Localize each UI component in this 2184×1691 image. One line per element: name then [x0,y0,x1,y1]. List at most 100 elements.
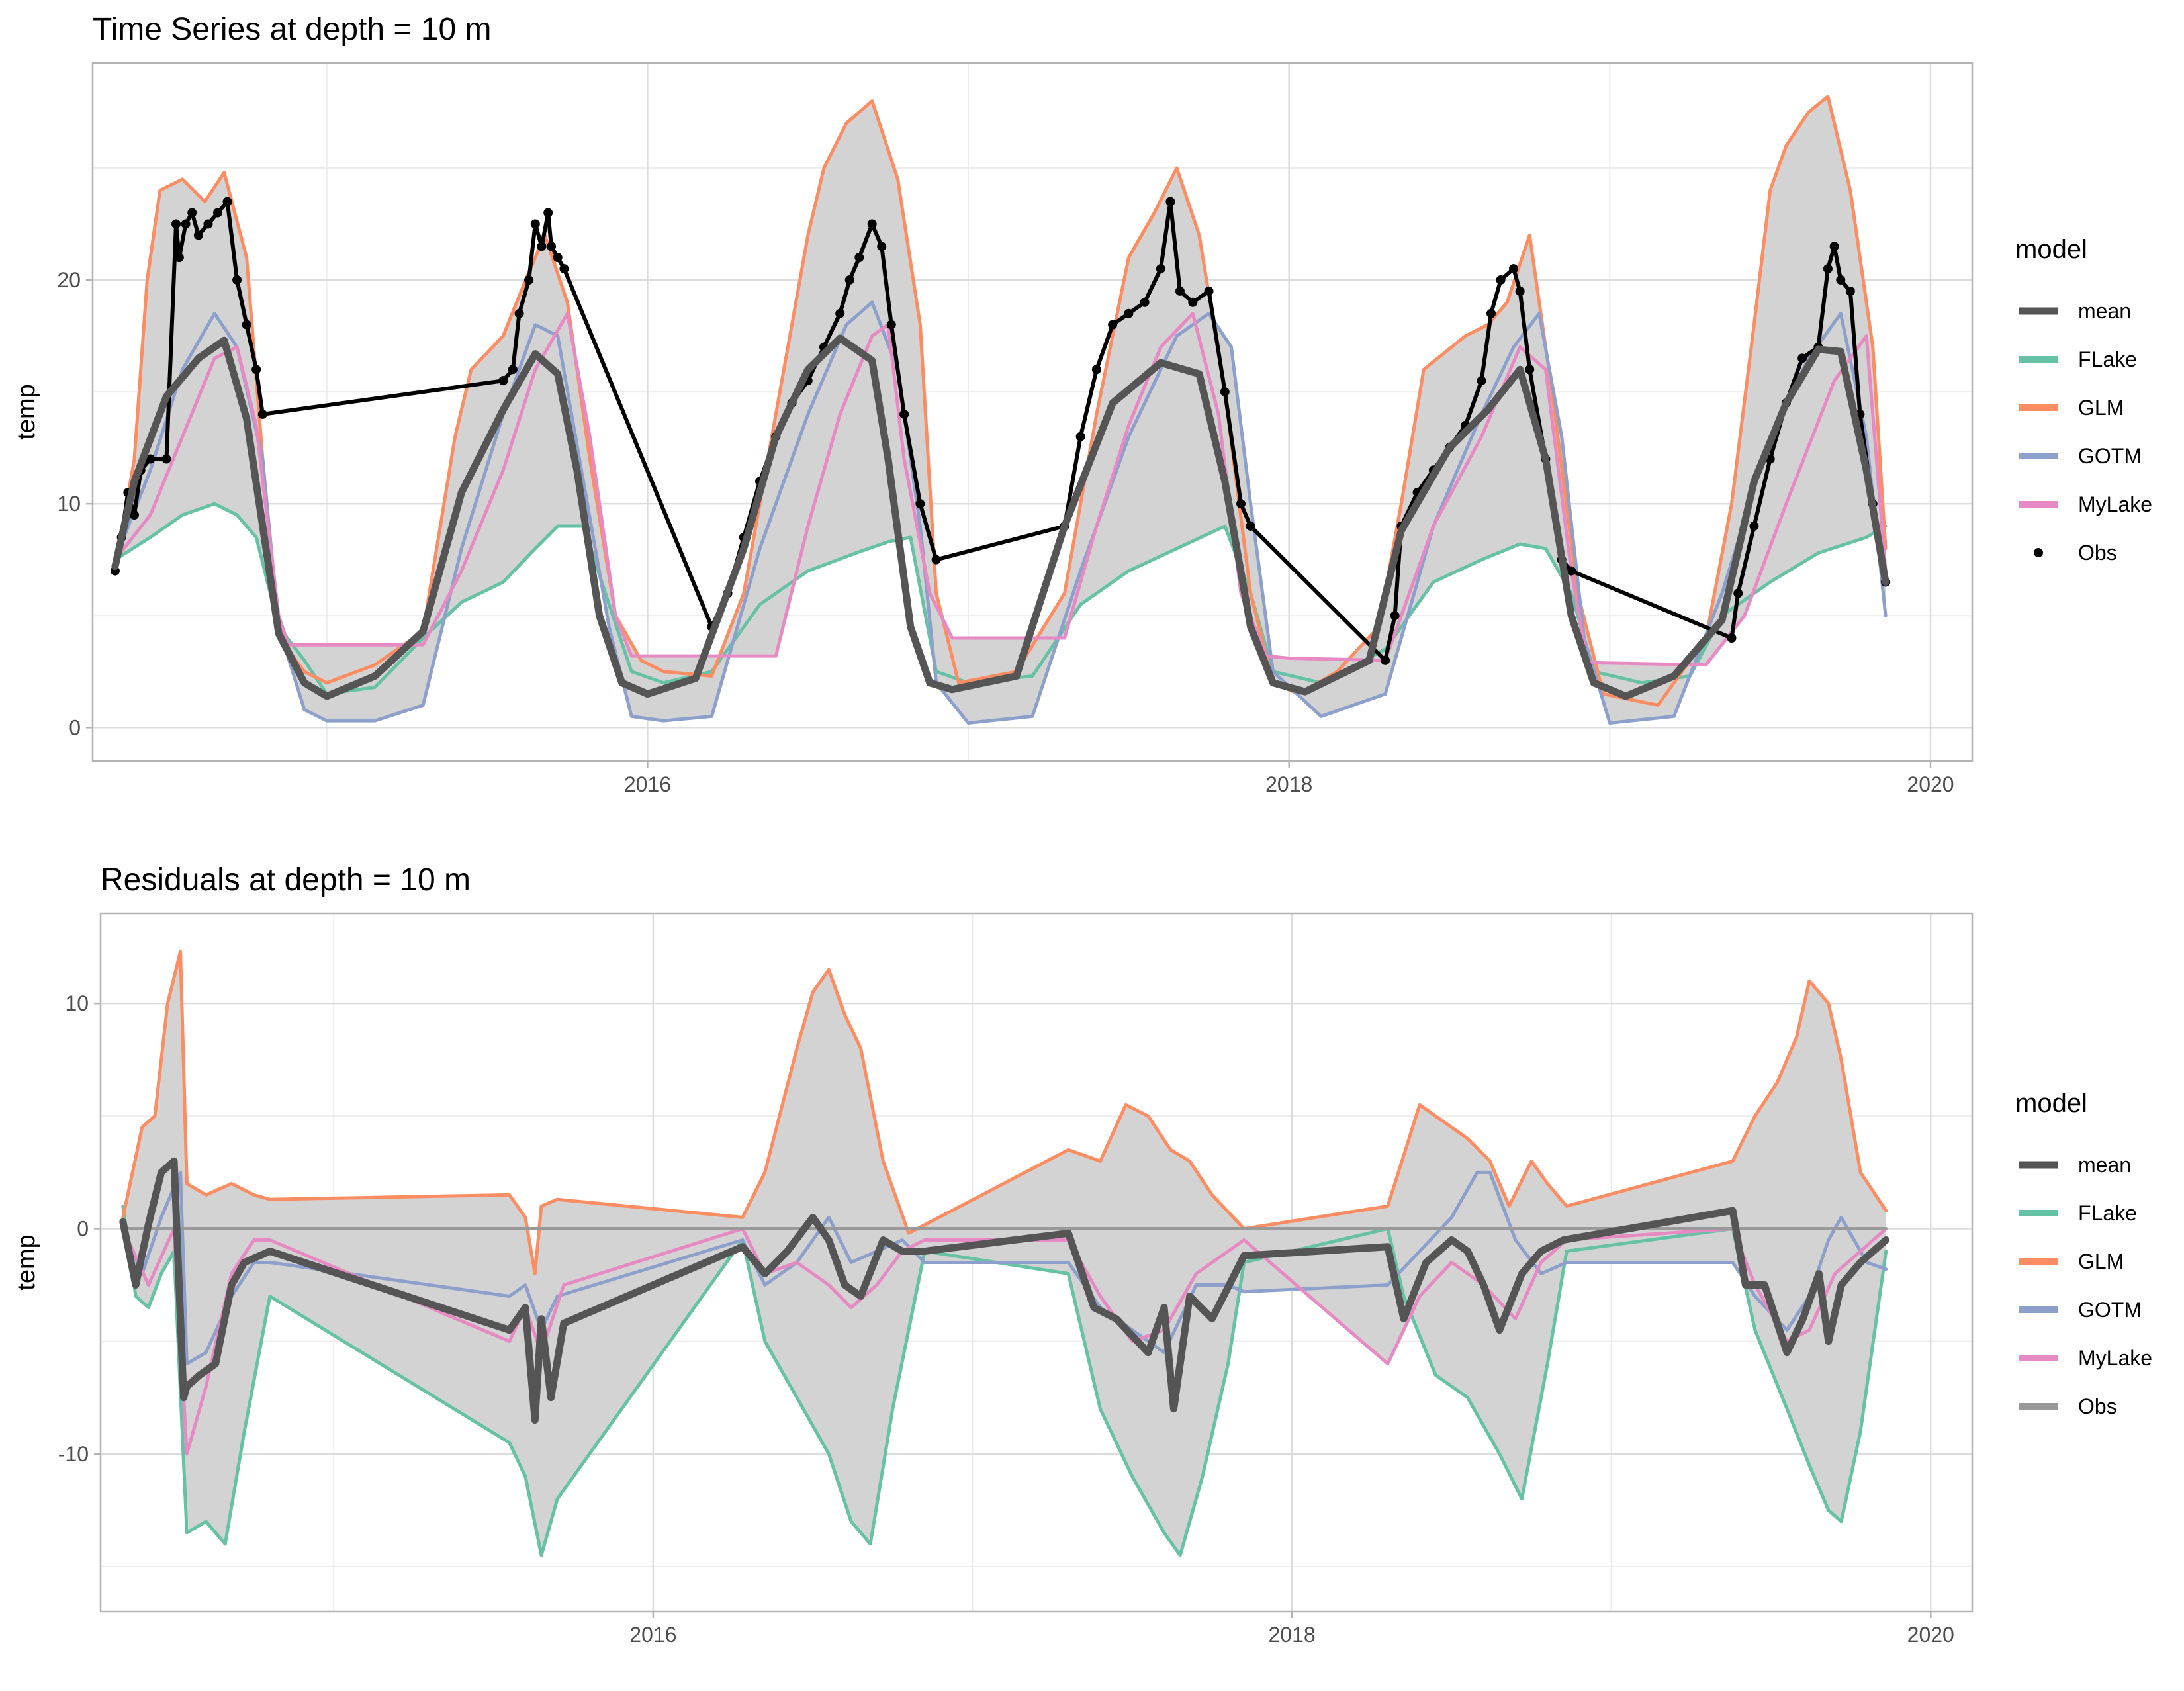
data-point-obs [877,242,887,251]
chart-title: Residuals at depth = 10 m [101,862,471,897]
series-line-mean [111,334,1889,700]
legend-label-glm: GLM [2078,1250,2124,1273]
x-tick-label: 2016 [629,1623,676,1647]
legend-label-flake: FLake [2078,347,2137,371]
data-point-obs [213,208,223,218]
data-point-obs [1246,521,1255,531]
data-point-obs [251,365,261,375]
data-point-obs [1486,308,1496,318]
data-point-obs [530,219,540,229]
legend-title: model [2015,1089,2087,1118]
data-point-obs [1797,353,1807,363]
data-point-obs [854,253,864,263]
y-axis-label: temp [13,1234,40,1290]
y-tick-label: 0 [69,715,81,739]
data-point-obs [203,219,213,229]
data-point-obs [1515,286,1525,296]
y-tick-label: 20 [57,268,81,292]
data-point-obs [222,197,232,206]
legend-label-mylake: MyLake [2078,492,2152,516]
data-point-obs [1220,387,1230,397]
data-point-obs [130,510,140,520]
data-point-obs [1845,286,1855,296]
series-line-flake [121,1204,1888,1557]
y-tick-label: 0 [77,1216,89,1240]
x-tick-label: 2016 [624,772,671,796]
data-point-obs [187,208,197,218]
data-point-obs [146,454,156,464]
chart-title: Time Series at depth = 10 m [93,12,492,47]
series-line-glm [113,95,1888,707]
y-tick-label: 10 [57,492,81,516]
data-point-obs [844,275,854,285]
data-point-obs [232,275,242,285]
data-point-obs [1390,611,1400,621]
data-point-obs [498,376,508,386]
data-point-obs [1091,365,1101,375]
data-point-obs [915,499,925,509]
data-point-obs [171,219,181,229]
data-point-obs [1496,275,1506,285]
x-tick-label: 2020 [1907,1623,1954,1647]
data-point-obs [508,365,518,375]
data-point-obs [537,242,547,251]
data-point-obs [1727,633,1737,643]
panel-border [99,912,1974,1613]
legend-key-obs [2034,548,2043,557]
data-point-obs [1175,286,1185,296]
data-point-obs [174,253,184,263]
ribbon-min-max [122,952,1886,1555]
data-point-obs [547,242,557,251]
data-point-obs [161,454,171,464]
data-point-obs [899,409,909,419]
data-point-obs [1140,297,1150,307]
x-tick-label: 2018 [1265,772,1312,796]
data-point-obs [514,308,524,318]
data-point-obs [886,320,896,330]
data-point-obs [1108,320,1118,330]
legend-label-gotm: GOTM [2078,1298,2142,1322]
data-point-obs [1075,432,1085,441]
legend-label-obs: Obs [2078,1394,2117,1418]
data-point-obs [1165,197,1175,206]
data-point-obs [1733,588,1743,598]
series-line-glm [121,950,1888,1275]
data-point-obs [1836,275,1846,285]
data-point-obs [1124,308,1134,318]
data-point-obs [931,555,941,565]
legend-label-mylake: MyLake [2078,1346,2152,1370]
data-point-obs [1508,264,1518,274]
ribbon-min-max [114,97,1886,723]
data-point-obs [524,275,534,285]
legend-title: model [2015,235,2087,264]
data-point-obs [1477,376,1486,386]
legend-label-mean: mean [2078,1153,2131,1177]
data-point-obs [1236,499,1246,509]
data-point-obs [867,219,877,229]
data-point-obs [1829,242,1839,251]
data-point-obs [257,409,267,419]
data-point-obs [1525,365,1535,375]
series-line-gotm [113,300,1888,725]
series-line-mylake [113,312,1888,667]
y-axis-label: temp [13,384,40,439]
legend-label-flake: FLake [2078,1201,2137,1225]
data-point-obs [1749,521,1759,531]
data-point-obs [1188,297,1198,307]
series-line-mean [119,1157,1890,1424]
data-point-obs [559,264,569,274]
y-tick-label: -10 [58,1442,89,1466]
data-point-obs [181,219,191,229]
data-point-obs [1823,264,1833,274]
data-point-obs [1567,566,1576,576]
legend-label-obs: Obs [2078,541,2117,565]
data-point-obs [1204,286,1214,296]
data-point-obs [242,320,251,330]
data-point-obs [193,230,203,240]
legend-label-glm: GLM [2078,396,2124,420]
data-point-obs [1156,264,1165,274]
data-point-obs [1381,655,1390,665]
legend-label-gotm: GOTM [2078,444,2142,468]
